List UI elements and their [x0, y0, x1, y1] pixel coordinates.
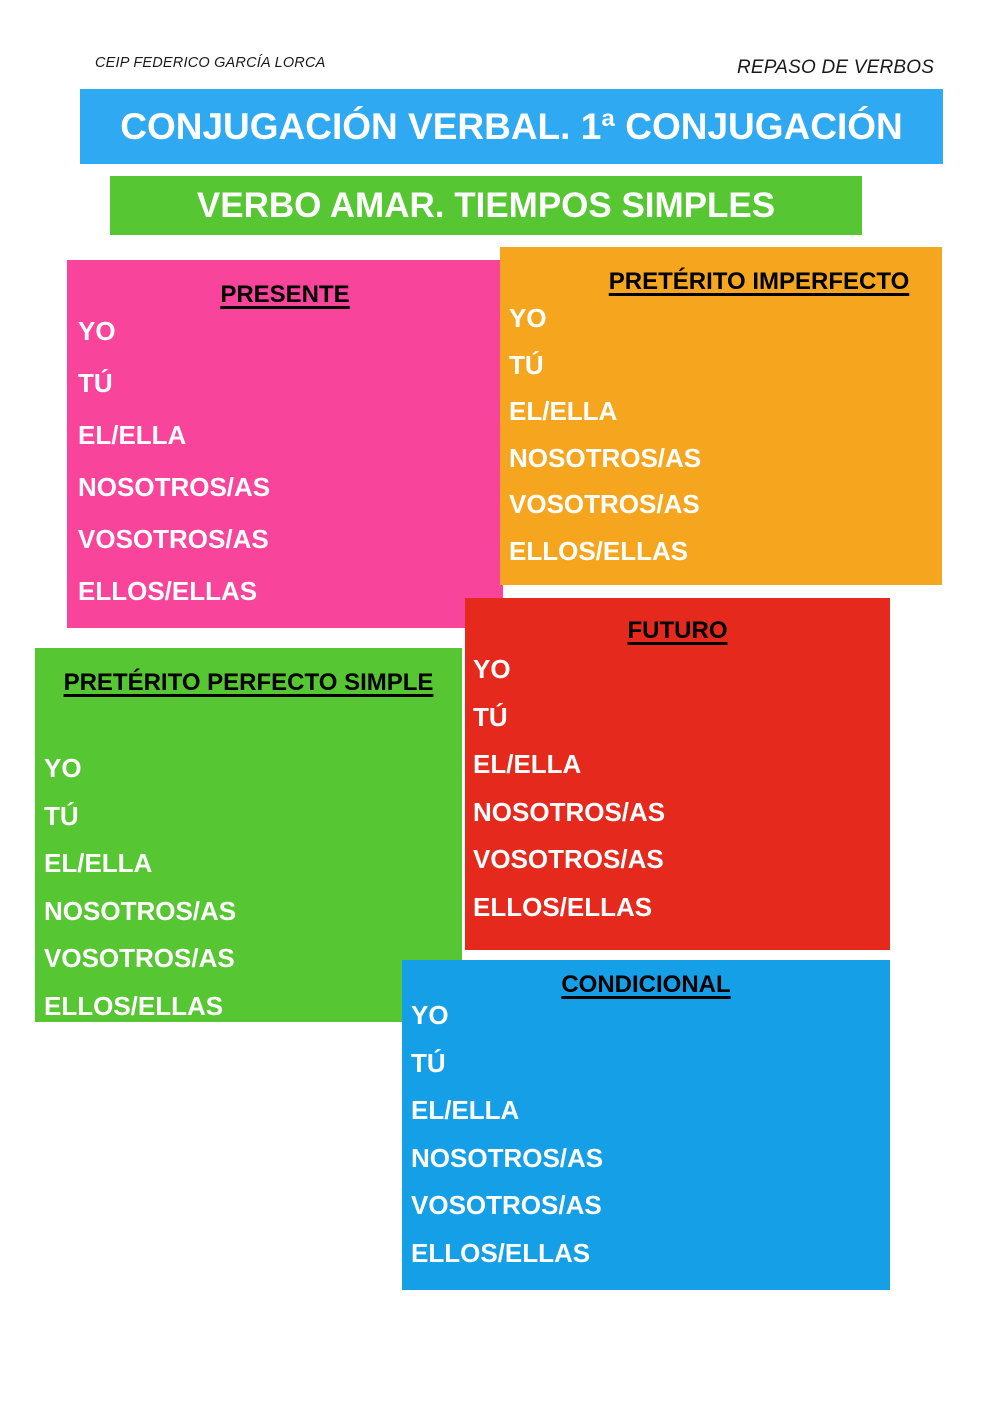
pronoun-label: YO — [509, 303, 547, 333]
pronoun-label: TÚ — [44, 800, 79, 831]
main-title-banner: CONJUGACIÓN VERBAL. 1ª CONJUGACIÓN — [80, 89, 943, 164]
tense-card-preterito-imperfecto: PRETÉRITO IMPERFECTO YO TÚ EL/ELLA NOSOT… — [500, 247, 942, 585]
pronoun-label: ELLOS/ELLAS — [78, 576, 258, 606]
subtitle-banner: VERBO AMAR. TIEMPOS SIMPLES — [110, 176, 862, 235]
worksheet-topic: REPASO DE VERBOS — [737, 57, 935, 78]
pronoun-label: VOSOTROS/AS — [411, 1190, 602, 1220]
pronoun-label: TÚ — [473, 701, 508, 732]
pronoun-label: EL/ELLA — [411, 1095, 520, 1125]
pronoun-list-futuro: YO TÚ EL/ELLA NOSOTROS/AS VOSOTROS/AS EL… — [465, 656, 890, 941]
main-title-text: CONJUGACIÓN VERBAL. 1ª CONJUGACIÓN — [120, 105, 903, 147]
tense-title-condicional: CONDICIONAL — [561, 971, 731, 998]
pronoun-label: EL/ELLA — [509, 396, 618, 426]
pronoun-label: YO — [44, 753, 82, 783]
pronoun-label: YO — [473, 654, 511, 684]
pronoun-label: NOSOTROS/AS — [411, 1142, 604, 1173]
tense-card-preterito-perfecto-simple: PRETÉRITO PERFECTO SIMPLE YO TÚ EL/ELLA … — [35, 648, 462, 1022]
pronoun-list-presente: YO TÚ EL/ELLA NOSOTROS/AS VOSOTROS/AS EL… — [67, 318, 503, 630]
pronoun-label: NOSOTROS/AS — [473, 796, 666, 827]
pronoun-label: ELLOS/ELLAS — [44, 990, 224, 1021]
pronoun-label: ELLOS/ELLAS — [509, 535, 689, 566]
pronoun-label: EL/ELLA — [44, 848, 153, 878]
tense-card-presente: PRESENTE YO TÚ EL/ELLA NOSOTROS/AS VOSOT… — [67, 260, 503, 628]
tense-title-presente: PRESENTE — [220, 281, 350, 308]
pronoun-label: ELLOS/ELLAS — [411, 1237, 591, 1268]
pronoun-label: VOSOTROS/AS — [473, 844, 664, 874]
pronoun-label: EL/ELLA — [78, 420, 187, 450]
tense-title-preterito-perfecto-simple: PRETÉRITO PERFECTO SIMPLE — [63, 669, 434, 696]
pronoun-label: TÚ — [509, 349, 544, 380]
pronoun-label: EL/ELLA — [473, 749, 582, 779]
pronoun-list-condicional: YO TÚ EL/ELLA NOSOTROS/AS VOSOTROS/AS EL… — [402, 1002, 890, 1287]
pronoun-label: ELLOS/ELLAS — [473, 891, 653, 922]
tense-title-futuro: FUTURO — [627, 617, 728, 644]
pronoun-label: NOSOTROS/AS — [44, 895, 237, 926]
pronoun-label: NOSOTROS/AS — [78, 472, 271, 502]
tense-card-condicional: CONDICIONAL YO TÚ EL/ELLA NOSOTROS/AS VO… — [402, 960, 890, 1290]
pronoun-label: YO — [411, 1000, 449, 1030]
pronoun-label: VOSOTROS/AS — [509, 489, 700, 519]
pronoun-label: VOSOTROS/AS — [78, 524, 269, 554]
pronoun-label: VOSOTROS/AS — [44, 943, 235, 973]
school-name: CEIP FEDERICO GARCÍA LORCA — [95, 55, 326, 71]
pronoun-label: YO — [78, 316, 116, 346]
pronoun-list-preterito-imperfecto: YO TÚ EL/ELLA NOSOTROS/AS VOSOTROS/AS EL… — [500, 305, 942, 584]
pronoun-label: TÚ — [78, 368, 113, 398]
subtitle-text: VERBO AMAR. TIEMPOS SIMPLES — [196, 185, 776, 225]
pronoun-label: TÚ — [411, 1047, 446, 1078]
pronoun-label: NOSOTROS/AS — [509, 442, 702, 473]
tense-card-futuro: FUTURO YO TÚ EL/ELLA NOSOTROS/AS VOSOTRO… — [465, 598, 890, 950]
tense-title-preterito-imperfecto: PRETÉRITO IMPERFECTO — [608, 268, 910, 295]
pronoun-list-preterito-perfecto-simple: YO TÚ EL/ELLA NOSOTROS/AS VOSOTROS/AS EL… — [35, 755, 462, 1040]
